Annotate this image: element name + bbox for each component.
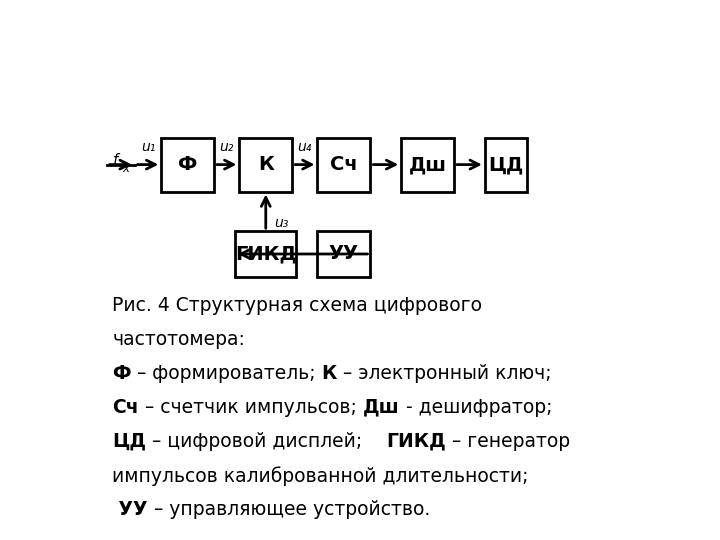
Text: импульсов калиброванной длительности;: импульсов калиброванной длительности; xyxy=(112,466,528,486)
Text: f: f xyxy=(112,153,118,168)
Text: Дш: Дш xyxy=(408,155,446,174)
Text: К: К xyxy=(322,364,337,383)
Text: Ф: Ф xyxy=(112,364,131,383)
Bar xyxy=(239,138,292,192)
Text: ГИКД: ГИКД xyxy=(387,432,446,451)
Text: – генератор: – генератор xyxy=(446,432,570,451)
Bar xyxy=(161,138,214,192)
Text: – формирователь;: – формирователь; xyxy=(131,364,322,383)
Text: – счетчик импульсов;: – счетчик импульсов; xyxy=(139,398,363,417)
Text: Рис. 4 Структурная схема цифрового: Рис. 4 Структурная схема цифрового xyxy=(112,295,482,315)
Text: u₁: u₁ xyxy=(140,140,155,154)
Text: К: К xyxy=(258,155,274,174)
Text: УУ: УУ xyxy=(329,245,359,264)
Bar xyxy=(401,138,454,192)
Text: x: x xyxy=(122,162,130,176)
Text: u₃: u₃ xyxy=(274,215,289,230)
Bar xyxy=(318,231,370,277)
Bar xyxy=(318,138,370,192)
Text: частотомера:: частотомера: xyxy=(112,329,246,349)
Text: ЦД: ЦД xyxy=(488,155,523,174)
Text: Дш: Дш xyxy=(363,398,400,417)
Text: УУ: УУ xyxy=(112,500,148,519)
Text: Сч: Сч xyxy=(112,398,139,417)
Bar xyxy=(485,138,526,192)
Text: ГИКД: ГИКД xyxy=(235,245,297,264)
Text: u₄: u₄ xyxy=(297,140,312,154)
Text: – цифровой дисплей;: – цифровой дисплей; xyxy=(146,432,387,451)
Bar xyxy=(235,231,297,277)
Text: – управляющее устройство.: – управляющее устройство. xyxy=(148,500,430,519)
Text: - дешифратор;: - дешифратор; xyxy=(400,398,552,417)
Text: Ф: Ф xyxy=(178,155,197,174)
Text: Сч: Сч xyxy=(330,155,358,174)
Text: – электронный ключ;: – электронный ключ; xyxy=(337,364,552,383)
Text: u₂: u₂ xyxy=(220,140,234,154)
Text: ЦД: ЦД xyxy=(112,432,146,451)
